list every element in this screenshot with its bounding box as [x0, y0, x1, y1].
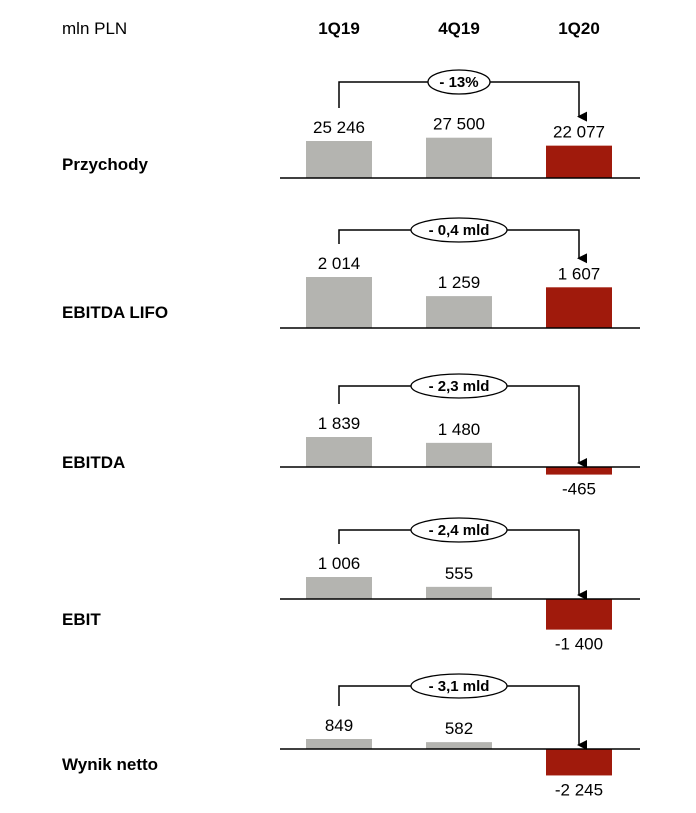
change-label: - 0,4 mld	[429, 222, 490, 239]
bar-4q19	[426, 442, 492, 467]
change-badge	[427, 69, 491, 95]
bar-1q20	[546, 287, 612, 328]
bar-1q20	[546, 145, 612, 178]
data-label: 582	[445, 719, 473, 738]
data-label: 1 006	[318, 554, 361, 573]
data-label: -465	[562, 480, 596, 499]
bar-4q19	[426, 137, 492, 178]
data-label: 555	[445, 564, 473, 583]
bar-4q19	[426, 586, 492, 599]
bar-1q19	[306, 739, 372, 749]
change-label: - 2,3 mld	[429, 378, 490, 395]
data-label: 1 480	[438, 420, 481, 439]
change-badge	[410, 673, 508, 699]
bar-4q19	[426, 742, 492, 749]
change-label: - 3,1 mld	[429, 678, 490, 695]
data-label: -2 245	[555, 780, 603, 799]
data-label: 27 500	[433, 115, 485, 134]
column-header-4q19: 4Q19	[438, 19, 480, 38]
unit-label: mln PLN	[62, 19, 127, 38]
data-label: 849	[325, 716, 353, 735]
bar-1q19	[306, 141, 372, 178]
row-label: Przychody	[62, 155, 149, 174]
change-badge	[410, 517, 508, 543]
bar-4q19	[426, 296, 492, 328]
data-label: 1 607	[558, 264, 601, 283]
data-label: 1 259	[438, 273, 481, 292]
row-label: Wynik netto	[62, 755, 158, 774]
bar-1q20	[546, 749, 612, 776]
data-label: -1 400	[555, 635, 603, 654]
row-label: EBITDA	[62, 453, 125, 472]
row-label: EBITDA LIFO	[62, 303, 168, 322]
data-label: 22 077	[553, 123, 605, 142]
bar-1q20	[546, 467, 612, 475]
data-label: 2 014	[318, 254, 361, 273]
bar-1q19	[306, 577, 372, 599]
bar-1q19	[306, 437, 372, 467]
bar-1q19	[306, 277, 372, 328]
bar-1q20	[546, 599, 612, 630]
row-label: EBIT	[62, 610, 101, 629]
change-label: - 2,4 mld	[429, 522, 490, 539]
column-header-1q20: 1Q20	[558, 19, 600, 38]
data-label: 1 839	[318, 414, 361, 433]
column-header-1q19: 1Q19	[318, 19, 360, 38]
change-label: - 13%	[439, 74, 478, 91]
data-label: 25 246	[313, 118, 365, 137]
change-badge	[410, 373, 508, 399]
change-badge	[410, 217, 508, 243]
